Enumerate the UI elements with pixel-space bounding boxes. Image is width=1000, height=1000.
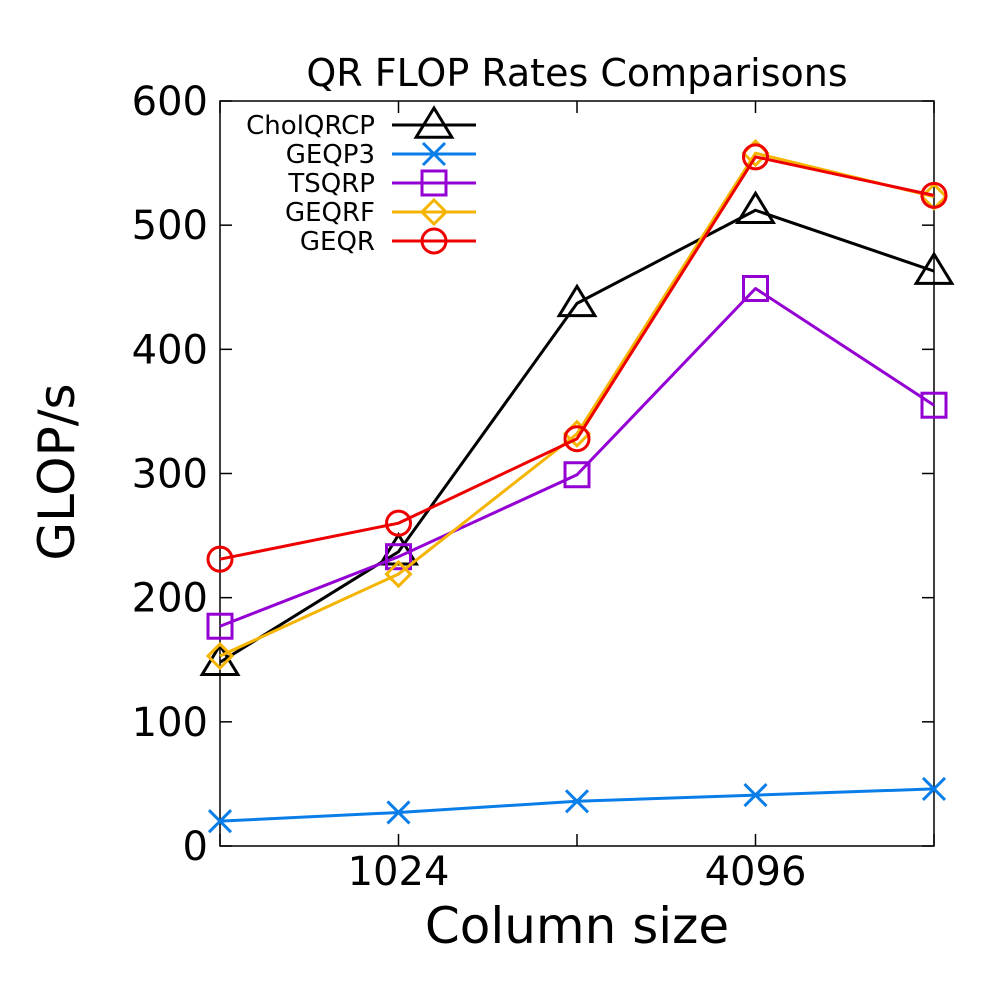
data-point-marker <box>734 190 777 225</box>
data-point-marker <box>563 425 591 453</box>
legend-item: TSQRP <box>287 169 476 199</box>
chart-title: QR FLOP Rates Comparisons <box>306 51 847 95</box>
legend-item: CholQRCP <box>246 105 476 141</box>
series-line <box>219 155 935 561</box>
data-point-marker <box>742 143 769 171</box>
legend-marker <box>420 227 448 255</box>
series-group <box>199 139 955 834</box>
legend-marker <box>420 169 448 197</box>
data-point-marker <box>743 783 768 808</box>
y-tick-label: 0 <box>183 824 208 870</box>
data-point-marker <box>921 776 947 801</box>
legend-label: TSQRP <box>287 169 375 199</box>
axes: 0 100 200 300 400 500 600 1024 4096 <box>132 79 935 895</box>
y-axis-title: GLOP/s <box>28 383 86 560</box>
legend-marker <box>419 197 449 227</box>
y-tick-label: 400 <box>132 327 208 373</box>
legend-marker <box>413 105 455 139</box>
series-tsqrp <box>206 274 948 640</box>
data-point-marker <box>920 181 948 209</box>
legend-item: GEQR <box>300 227 476 257</box>
data-point-marker <box>742 274 769 302</box>
data-point-marker <box>563 461 591 489</box>
legend-item: GEQRF <box>285 197 476 228</box>
y-tick-label: 500 <box>132 203 208 249</box>
series-line <box>219 208 935 664</box>
y-tick-label: 300 <box>132 452 208 498</box>
legend-marker <box>421 141 447 167</box>
data-point-marker <box>205 641 235 671</box>
y-tick-label: 200 <box>132 576 208 622</box>
legend-label: GEQR <box>300 227 375 257</box>
series-geqp3 <box>207 776 947 834</box>
series-line <box>219 286 935 628</box>
legend-label: GEQRF <box>285 198 375 228</box>
y-tick-label: 100 <box>132 700 208 746</box>
data-point-marker <box>206 612 234 640</box>
data-point-marker <box>564 789 590 814</box>
x-axis-title: Column size <box>425 897 729 955</box>
data-point-marker <box>913 251 955 285</box>
series-line <box>219 151 935 658</box>
data-point-marker <box>384 559 413 589</box>
legend-item: GEQP3 <box>286 140 476 170</box>
series-geqr <box>206 143 948 573</box>
data-point-marker <box>556 283 598 318</box>
legend-label: GEQP3 <box>286 140 375 170</box>
data-point-marker <box>385 543 412 571</box>
legend-label: CholQRCP <box>246 111 375 141</box>
x-tick-label: 1024 <box>348 849 450 895</box>
y-tick-label: 600 <box>132 79 208 125</box>
data-point-marker <box>386 800 411 825</box>
x-tick-label: 4096 <box>705 849 807 895</box>
data-point-marker <box>207 809 233 834</box>
data-point-marker <box>206 545 234 573</box>
data-point-marker <box>920 391 948 419</box>
data-point-marker <box>385 509 412 537</box>
